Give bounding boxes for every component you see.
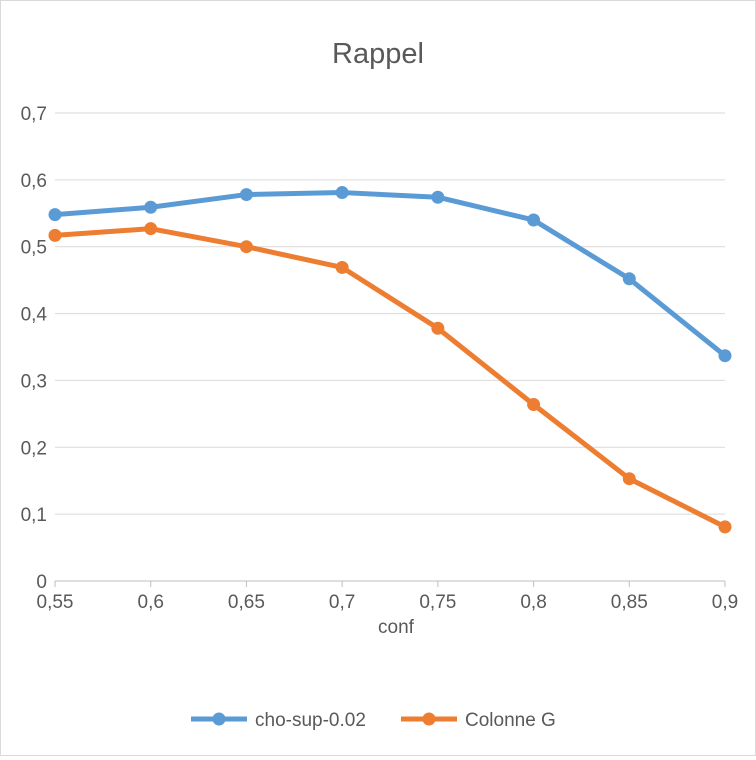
series-layer [48,186,732,534]
x-tick-label: 0,65 [228,592,265,613]
legend-label: Colonne G [465,710,556,731]
data-point [144,200,158,214]
y-tick-label: 0,7 [21,104,47,125]
data-point [144,222,158,236]
y-axis-ticks: 0 0,1 0,2 0,3 0,4 0,5 0,6 0,7 [21,104,48,593]
y-tick-label: 0,5 [21,238,47,259]
legend-marker [422,712,436,726]
data-point [239,188,253,202]
legend-marker [212,712,226,726]
x-tick-label: 0,75 [419,592,456,613]
y-tick-label: 0,3 [21,371,47,392]
x-tick-label: 0,9 [712,592,738,613]
series-line [52,226,728,530]
data-point [239,240,253,254]
x-tick-label: 0,85 [611,592,648,613]
data-point [48,228,62,242]
data-point [335,186,349,200]
data-point [527,213,541,227]
y-tick-label: 0,2 [21,438,47,459]
data-point [718,349,732,363]
data-point [622,472,636,486]
data-point [48,208,62,222]
series-line [52,190,728,359]
legend-item-1: cho-sup-0.02 [191,710,366,731]
data-point [527,397,541,411]
x-tick-label: 0,7 [329,592,355,613]
y-tick-label: 0,1 [21,505,47,526]
y-tick-label: 0 [36,572,47,593]
x-tick-label: 0,55 [37,592,74,613]
legend-label: cho-sup-0.02 [255,710,366,731]
data-point [622,272,636,286]
data-point [335,260,349,274]
x-axis-label: conf [378,617,415,638]
series-2 [48,222,732,534]
x-tick-label: 0,8 [520,592,546,613]
legend: cho-sup-0.02 Colonne G [191,710,556,731]
data-point [718,520,732,534]
gridlines [55,112,725,515]
y-tick-label: 0,6 [21,171,47,192]
data-point [431,190,445,204]
x-tick-label: 0,6 [138,592,164,613]
data-point [431,321,445,335]
x-axis-ticks: 0,55 0,6 0,65 0,7 0,75 0,8 0,85 0,9 [37,581,738,613]
chart-title: Rappel [332,38,424,70]
series-1 [48,186,732,363]
y-tick-label: 0,4 [21,305,48,326]
legend-item-2: Colonne G [401,710,556,731]
